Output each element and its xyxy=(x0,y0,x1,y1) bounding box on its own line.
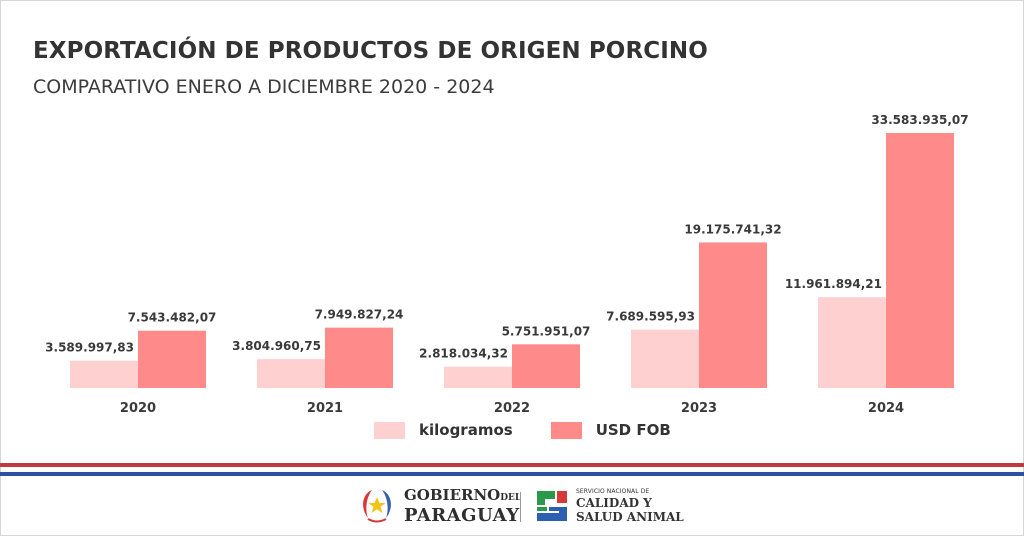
bar-usd-fob-2024 xyxy=(886,133,954,388)
bar-usd-fob-2023 xyxy=(699,242,767,388)
x-tick-label-2024: 2024 xyxy=(868,401,904,416)
legend-label-kilogramos: kilogramos xyxy=(419,421,513,439)
logo-separator xyxy=(520,492,521,522)
bar-kilogramos-2022 xyxy=(444,366,512,388)
data-label-kilogramos-2022: 2.818.034,32 xyxy=(419,347,508,361)
data-label-kilogramos-2020: 3.589.997,83 xyxy=(45,341,134,355)
data-label-usd-fob-2022: 5.751.951,07 xyxy=(502,324,591,338)
data-label-kilogramos-2021: 3.804.960,75 xyxy=(232,339,321,353)
senacsa-line2: CALIDAD Y xyxy=(576,496,652,510)
bar-kilogramos-2021 xyxy=(257,359,325,388)
gov-line1: GOBIERNO xyxy=(404,485,501,504)
legend-item-usd-fob: USD FOB xyxy=(550,421,671,439)
legend-item-kilogramos: kilogramos xyxy=(374,421,513,439)
x-tick-label-2020: 2020 xyxy=(120,401,156,416)
data-label-kilogramos-2024: 11.961.894,21 xyxy=(785,277,882,291)
gov-line2: PARAGUAY xyxy=(404,504,520,526)
chart-subtitle: COMPARATIVO ENERO A DICIEMBRE 2020 - 202… xyxy=(33,76,495,98)
senacsa-logo: SERVICIO NACIONAL DE CALIDAD Y SALUD ANI… xyxy=(535,488,684,524)
legend-swatch-kilogramos xyxy=(374,421,405,439)
data-label-usd-fob-2021: 7.949.827,24 xyxy=(315,308,404,322)
legend-label-usd-fob: USD FOB xyxy=(595,421,671,439)
bar-kilogramos-2024 xyxy=(818,297,886,388)
x-tick-label-2021: 2021 xyxy=(307,401,343,416)
senacsa-cross-icon xyxy=(537,491,567,521)
gobierno-paraguay-logo: GOBIERNODEL PARAGUAY xyxy=(358,486,521,524)
legend-swatch-usd-fob xyxy=(550,421,582,439)
senacsa-text: SERVICIO NACIONAL DE CALIDAD Y SALUD ANI… xyxy=(576,488,684,524)
data-label-usd-fob-2023: 19.175.741,32 xyxy=(684,222,781,236)
gov-line1-small: DEL xyxy=(500,492,522,503)
chart-legend: kilogramos USD FOB xyxy=(374,421,709,439)
bar-chart: 3.589.997,83 7.543.482,07 2020 3.804.960,75… xyxy=(45,113,968,416)
bar-usd-fob-2022 xyxy=(512,344,580,388)
chart-title: EXPORTACIÓN DE PRODUCTOS DE ORIGEN PORCI… xyxy=(33,38,708,64)
flag-stripe-red xyxy=(0,463,1024,467)
bar-usd-fob-2021 xyxy=(325,327,393,388)
national-seal-star-icon xyxy=(363,490,391,523)
bar-usd-fob-2020 xyxy=(138,330,206,388)
senacsa-line1: SERVICIO NACIONAL DE xyxy=(576,488,650,495)
flag-stripe-blue xyxy=(0,472,1024,476)
data-label-usd-fob-2020: 7.543.482,07 xyxy=(128,311,217,325)
footer-logos: GOBIERNODEL PARAGUAY SERVICIO NACIONAL D… xyxy=(0,486,1024,526)
senacsa-line3: SALUD ANIMAL xyxy=(576,510,684,524)
data-label-usd-fob-2024: 33.583.935,07 xyxy=(871,113,968,127)
x-tick-label-2022: 2022 xyxy=(494,401,530,416)
bar-kilogramos-2020 xyxy=(70,360,138,388)
gov-text: GOBIERNODEL PARAGUAY xyxy=(404,485,522,526)
x-tick-label-2023: 2023 xyxy=(681,401,717,416)
data-label-kilogramos-2023: 7.689.595,93 xyxy=(606,310,695,324)
bar-kilogramos-2023 xyxy=(631,329,699,388)
